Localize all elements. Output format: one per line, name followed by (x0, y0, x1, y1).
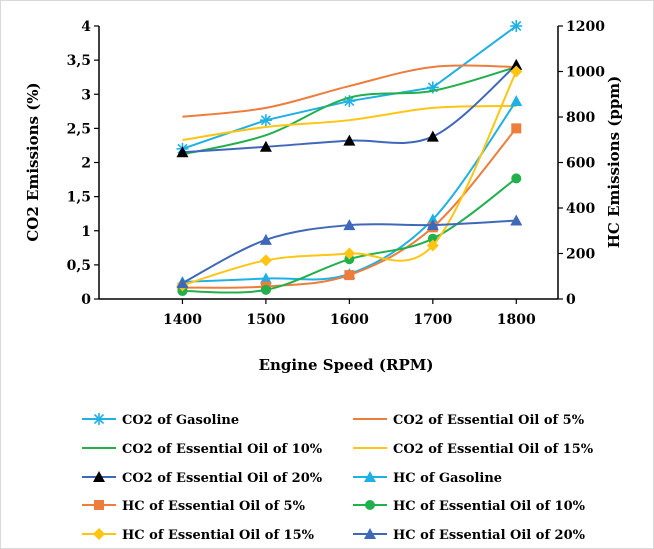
series-line-co2-of-essential-oil-of-5pct (182, 64, 517, 118)
x-tick-label: 1700 (413, 312, 452, 328)
y-tick-label-right: 400 (566, 201, 595, 217)
legend-label: HC of Gasoline (393, 471, 502, 486)
legend-label: HC of Essential Oil of 15% (122, 528, 315, 543)
data-point-hc-of-gasoline (510, 95, 523, 107)
x-tick-label: 1400 (163, 312, 202, 328)
data-point-hc-of-essential-oil-of-15pct (510, 65, 523, 78)
legend-label: CO2 of Essential Oil of 10% (122, 442, 323, 457)
data-point-co2-of-essential-oil-of-20pct (259, 140, 272, 152)
legend-swatch-marker (93, 413, 105, 425)
y-tick-label-left: 1 (81, 224, 91, 240)
y-tick-label-right: 0 (566, 292, 576, 308)
data-point-co2-of-essential-oil-of-20pct (426, 130, 439, 142)
legend-item: HC of Essential Oil of 10% (353, 499, 586, 514)
y-tick-label-left: 0 (81, 292, 91, 308)
legend-swatch-marker (364, 528, 376, 539)
legend-item: HC of Essential Oil of 15% (82, 528, 315, 543)
y-tick-label-left: 1,5 (67, 190, 91, 206)
y-tick-label-left: 3,5 (67, 53, 91, 69)
y-tick-label-left: 0,5 (67, 258, 91, 274)
legend-item: CO2 of Essential Oil of 20% (82, 471, 323, 486)
legend-item: CO2 of Essential Oil of 5% (353, 413, 585, 428)
data-point-hc-of-essential-oil-of-5pct (344, 270, 355, 281)
legend-swatch-marker (94, 500, 104, 510)
data-point-hc-of-essential-oil-of-10pct (260, 284, 271, 295)
series-line-hc-of-essential-oil-of-15pct (182, 71, 518, 287)
y-tick-label-right: 200 (566, 247, 595, 263)
y-tick-label-right: 1200 (566, 19, 605, 35)
data-point-hc-of-essential-oil-of-20pct (343, 219, 356, 231)
data-point-hc-of-gasoline (259, 272, 272, 284)
y-tick-label-right: 600 (566, 156, 595, 172)
series-line-hc-of-gasoline (182, 100, 518, 283)
data-point-hc-of-essential-oil-of-10pct (511, 173, 522, 184)
data-point-hc-of-essential-oil-of-5pct (511, 123, 522, 134)
data-point-hc-of-gasoline (426, 213, 439, 225)
y-axis-title-right: HC Emissions (ppm) (605, 76, 623, 249)
x-tick-label: 1600 (330, 312, 369, 328)
series-line-co2-of-essential-oil-of-10pct (182, 65, 517, 156)
legend-swatch-marker (365, 500, 375, 510)
legend-swatch-marker (93, 471, 105, 482)
y-tick-label-right: 800 (566, 110, 595, 126)
x-tick-label: 1800 (497, 312, 536, 328)
data-point-co2-of-essential-oil-of-20pct (343, 134, 356, 146)
series-line-co2-of-essential-oil-of-15pct (182, 104, 517, 141)
data-point-hc-of-essential-oil-of-15pct (426, 239, 439, 252)
legend-label: HC of Essential Oil of 5% (122, 499, 306, 514)
x-tick-label: 1500 (246, 312, 285, 328)
legend-label: CO2 of Essential Oil of 20% (122, 471, 323, 486)
data-point-hc-of-essential-oil-of-15pct (259, 254, 272, 267)
legend-item: HC of Essential Oil of 20% (353, 528, 586, 543)
y-tick-label-left: 3 (81, 87, 91, 103)
legend-swatch-marker (93, 528, 105, 540)
y-axis-title-left: CO2 Emissions (%) (24, 82, 42, 241)
data-point-co2-of-essential-oil-of-20pct (176, 146, 189, 158)
data-point-hc-of-essential-oil-of-20pct (176, 277, 189, 289)
axes: 0 0,5 1 1,5 2 2,5 3 3,5 4 0 200 400 600 800 1000 1200 14… (67, 19, 606, 328)
data-point-co2-of-gasoline (510, 20, 523, 32)
y-tick-label-left: 2,5 (67, 121, 91, 137)
legend-label: CO2 of Essential Oil of 15% (393, 442, 594, 457)
legend: CO2 of Gasoline CO2 of Essential Oil of 5… (82, 413, 594, 543)
legend-item: CO2 of Essential Oil of 10% (82, 442, 323, 457)
y-tick-label-left: 4 (81, 19, 91, 35)
data-point-hc-of-essential-oil-of-20pct (426, 219, 439, 231)
legend-label: HC of Essential Oil of 20% (393, 528, 586, 543)
legend-label: CO2 of Essential Oil of 5% (393, 413, 585, 428)
data-point-co2-of-essential-oil-of-20pct (510, 58, 523, 70)
data-point-hc-of-essential-oil-of-20pct (259, 233, 272, 245)
y-tick-label-right: 1000 (566, 65, 605, 81)
legend-item: HC of Gasoline (353, 471, 502, 486)
data-point-co2-of-gasoline (259, 114, 272, 127)
data-point-hc-of-essential-oil-of-20pct (510, 214, 523, 226)
legend-item: HC of Essential Oil of 5% (82, 499, 306, 514)
legend-label: HC of Essential Oil of 10% (393, 499, 586, 514)
legend-item: CO2 of Gasoline (82, 413, 239, 428)
data-point-hc-of-essential-oil-of-15pct (343, 247, 356, 260)
x-axis-title: Engine Speed (RPM) (259, 356, 434, 374)
legend-label: CO2 of Gasoline (122, 413, 239, 428)
series-layer (176, 20, 523, 297)
y-tick-label-left: 2 (81, 156, 91, 172)
legend-swatch-marker (364, 471, 376, 482)
legend-item: CO2 of Essential Oil of 15% (353, 442, 594, 457)
